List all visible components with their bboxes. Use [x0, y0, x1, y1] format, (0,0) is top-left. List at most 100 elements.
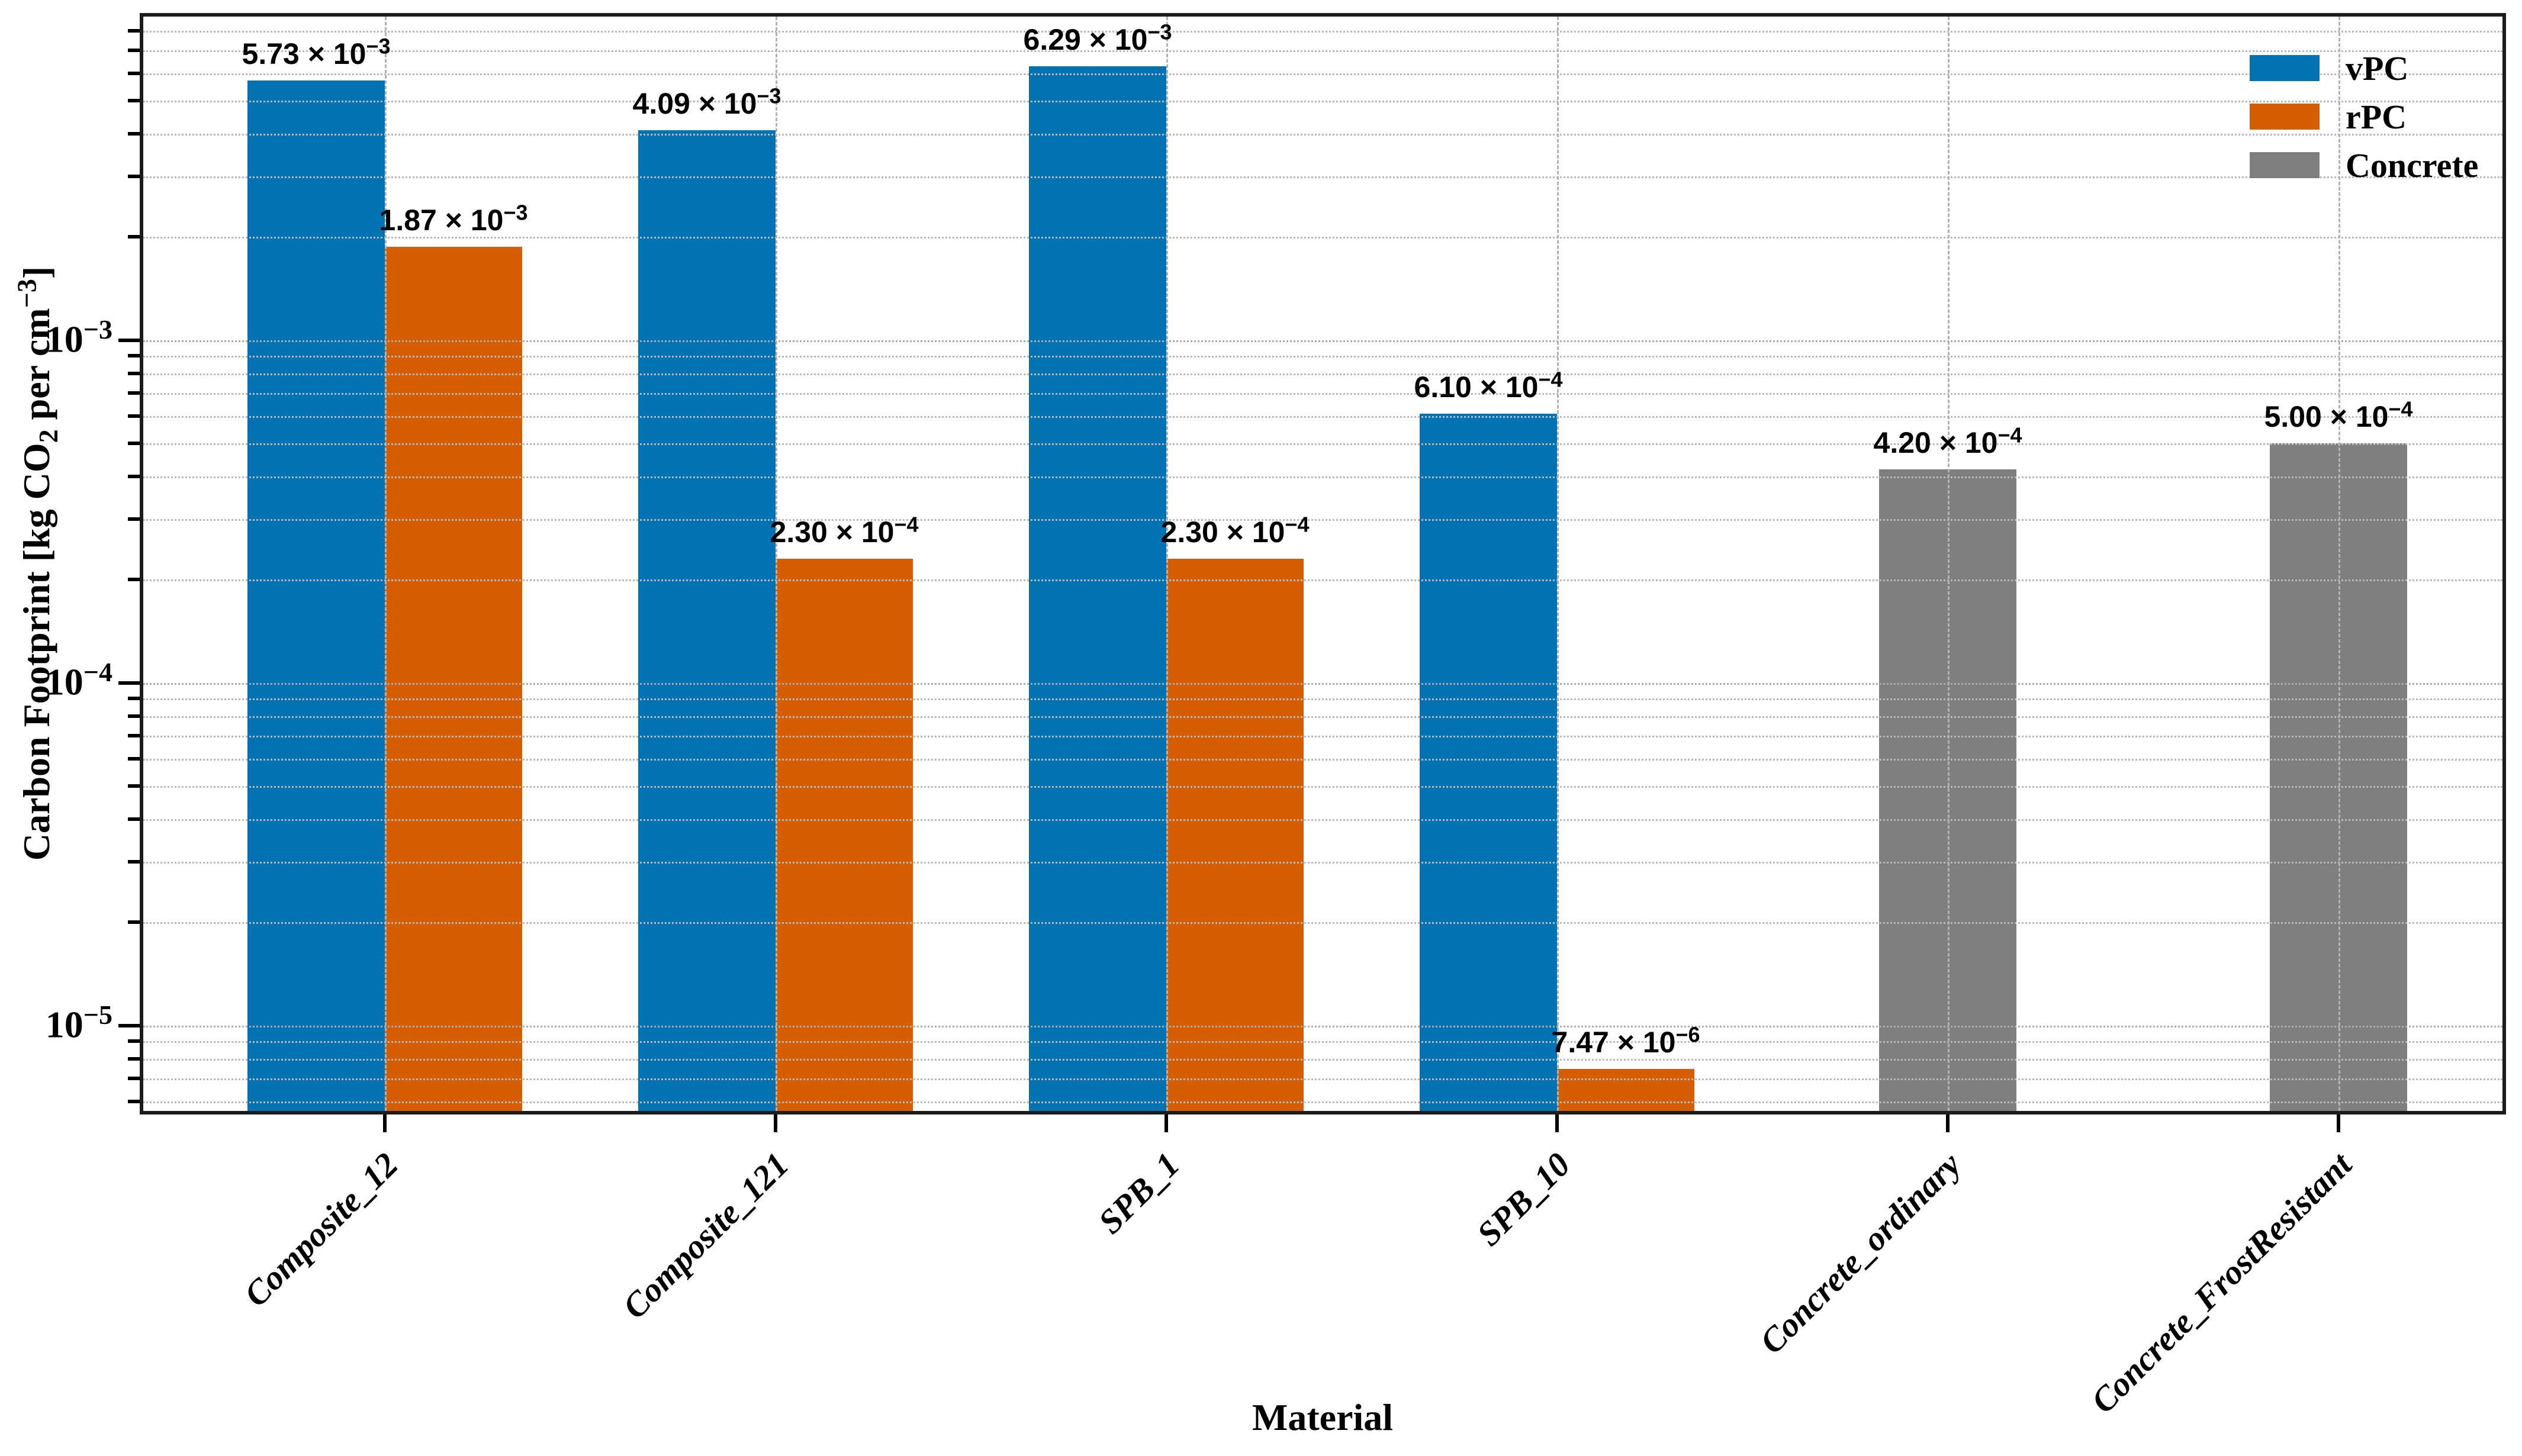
- y-tick-minor-7e-4: [128, 391, 140, 395]
- gridline-minor-9e-6: [143, 1041, 2502, 1043]
- y-axis-label-post: ]: [15, 266, 57, 279]
- y-tick-minor-5e-3: [128, 99, 140, 102]
- legend-entry-rpc: rPC: [2250, 92, 2478, 141]
- value-label-vpc-spb_1: 6.29 × 10−3: [1023, 20, 1172, 56]
- legend-swatch-rpc: [2250, 104, 2320, 130]
- y-tick-minor-8e-6: [128, 1057, 140, 1061]
- gridline-minor-8e-3: [143, 31, 2502, 33]
- gridline-minor-6e-6: [143, 1101, 2502, 1103]
- gridline-vertical-composite_12: [385, 17, 387, 1111]
- bar-vpc-composite_12: [247, 80, 385, 1111]
- y-tick-minor-4e-4: [128, 475, 140, 478]
- y-tick-minor-6e-6: [128, 1100, 140, 1103]
- value-label-vpc-composite_121: 4.09 × 10−3: [632, 83, 781, 120]
- gridline-major-1e-3: [143, 340, 2502, 342]
- y-tick-minor-2e-3: [128, 235, 140, 239]
- y-tick-minor-5e-4: [128, 442, 140, 445]
- value-label-concrete-concrete_frostresistant: 5.00 × 10−4: [2264, 397, 2413, 433]
- x-tick-composite_12: [383, 1114, 387, 1132]
- y-tick-minor-6e-3: [128, 72, 140, 75]
- y-tick-minor-2e-5: [128, 920, 140, 924]
- bar-vpc-spb_1: [1029, 66, 1166, 1111]
- gridline-minor-4e-4: [143, 476, 2502, 478]
- gridline-minor-7e-4: [143, 393, 2502, 395]
- y-tick-minor-4e-5: [128, 817, 140, 821]
- x-tick-concrete_ordinary: [1946, 1114, 1950, 1132]
- gridline-minor-4e-3: [143, 134, 2502, 136]
- y-tick-major-1e-4: [118, 681, 140, 685]
- y-axis-label-pre: Carbon Footprint [kg CO: [15, 443, 57, 861]
- value-label-concrete-concrete_ordinary: 4.20 × 10−4: [1873, 423, 2022, 459]
- x-tick-label-concrete_ordinary: Concrete_ordinary: [1752, 1145, 1968, 1361]
- y-tick-minor-8e-4: [128, 372, 140, 375]
- bar-vpc-composite_121: [638, 130, 776, 1111]
- y-tick-minor-8e-5: [128, 714, 140, 718]
- gridline-major-1e-4: [143, 683, 2502, 685]
- gridline-minor-7e-5: [143, 736, 2502, 737]
- gridline-minor-7e-3: [143, 50, 2502, 52]
- y-axis-label-mid: per cm: [15, 308, 57, 430]
- legend-swatch-vpc: [2250, 55, 2320, 81]
- bar-rpc-spb_1: [1166, 559, 1304, 1111]
- y-axis-label-sub: 2: [33, 429, 63, 443]
- y-tick-minor-2e-4: [128, 578, 140, 581]
- legend: vPC rPC Concrete: [2250, 44, 2478, 189]
- gridline-minor-2e-3: [143, 237, 2502, 239]
- legend-swatch-concrete: [2250, 152, 2320, 178]
- gridline-minor-6e-5: [143, 759, 2502, 761]
- gridline-minor-3e-5: [143, 862, 2502, 864]
- legend-label-vpc: vPC: [2346, 49, 2409, 88]
- x-tick-spb_10: [1555, 1114, 1559, 1132]
- x-tick-composite_121: [774, 1114, 777, 1132]
- gridline-vertical-concrete_frostresistant: [2338, 17, 2340, 1111]
- gridline-vertical-concrete_ordinary: [1948, 17, 1950, 1111]
- y-tick-minor-7e-3: [128, 49, 140, 52]
- gridline-minor-9e-4: [143, 356, 2502, 357]
- x-axis-label: Material: [1252, 1396, 1394, 1438]
- legend-entry-vpc: vPC: [2250, 44, 2478, 92]
- y-tick-minor-6e-4: [128, 414, 140, 418]
- y-tick-label-1e-3: 10−3: [45, 314, 112, 360]
- x-tick-label-spb_10: SPB_10: [1469, 1145, 1578, 1254]
- gridline-minor-5e-5: [143, 786, 2502, 788]
- y-tick-minor-7e-5: [128, 734, 140, 737]
- y-tick-minor-7e-6: [128, 1077, 140, 1080]
- x-tick-spb_1: [1165, 1114, 1168, 1132]
- y-tick-major-1e-5: [118, 1024, 140, 1027]
- y-tick-minor-5e-5: [128, 784, 140, 788]
- bar-rpc-spb_10: [1557, 1069, 1694, 1111]
- value-label-vpc-spb_10: 6.10 × 10−4: [1414, 367, 1563, 404]
- gridline-minor-7e-6: [143, 1078, 2502, 1080]
- bar-labels-layer: 5.73 × 10−3 4.09 × 10−3 6.29 × 10−3 6.10 × …: [143, 17, 2502, 1111]
- x-tick-label-composite_12: Composite_12: [236, 1145, 406, 1314]
- value-label-rpc-composite_12: 1.87 × 10−3: [379, 200, 528, 237]
- bar-vpc-spb_10: [1420, 414, 1557, 1111]
- y-tick-minor-6e-5: [128, 757, 140, 761]
- gridline-minor-9e-5: [143, 698, 2502, 700]
- bar-rpc-composite_121: [776, 559, 913, 1111]
- y-tick-minor-3e-4: [128, 517, 140, 521]
- gridline-minor-4e-5: [143, 819, 2502, 821]
- value-label-rpc-spb_1: 2.30 × 10−4: [1160, 512, 1310, 549]
- plot-area: 5.73 × 10−3 4.09 × 10−3 6.29 × 10−3 6.10 × …: [140, 13, 2506, 1114]
- y-tick-label-1e-5: 10−5: [45, 1000, 112, 1046]
- gridline-minor-8e-5: [143, 716, 2502, 718]
- gridline-minor-5e-3: [143, 101, 2502, 102]
- grid-layer: [143, 17, 2502, 1111]
- y-tick-minor-4e-3: [128, 132, 140, 136]
- gridline-vertical-composite_121: [776, 17, 777, 1111]
- legend-label-concrete: Concrete: [2346, 146, 2479, 185]
- gridline-minor-3e-4: [143, 519, 2502, 521]
- gridline-minor-6e-3: [143, 73, 2502, 75]
- y-tick-minor-9e-6: [128, 1039, 140, 1043]
- gridline-minor-2e-5: [143, 922, 2502, 924]
- y-tick-minor-9e-4: [128, 354, 140, 357]
- gridline-major-1e-5: [143, 1026, 2502, 1027]
- gridline-minor-8e-4: [143, 373, 2502, 375]
- x-tick-label-composite_121: Composite_121: [615, 1145, 796, 1326]
- gridline-vertical-spb_1: [1166, 17, 1168, 1111]
- x-tick-concrete_frostresistant: [2337, 1114, 2340, 1132]
- x-tick-label-concrete_frostresistant: Concrete_FrostResistant: [2083, 1145, 2359, 1420]
- legend-entry-concrete: Concrete: [2250, 141, 2478, 189]
